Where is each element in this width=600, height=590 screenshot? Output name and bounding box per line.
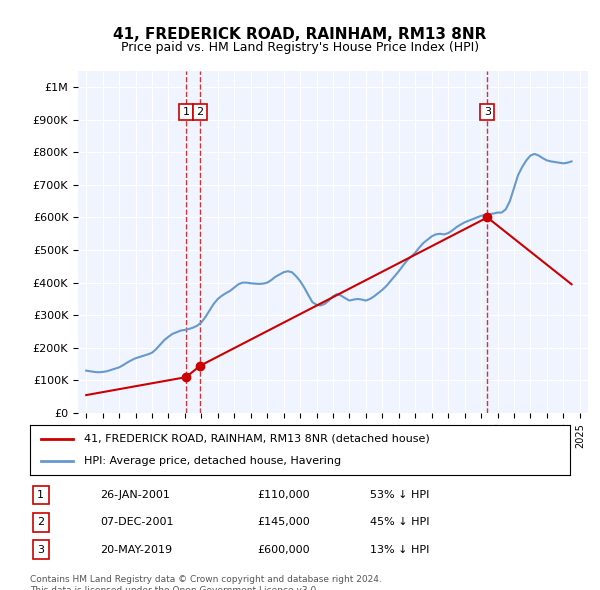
Text: 2: 2: [37, 517, 44, 527]
Text: £110,000: £110,000: [257, 490, 310, 500]
Text: 2: 2: [197, 107, 203, 117]
Text: 45% ↓ HPI: 45% ↓ HPI: [370, 517, 430, 527]
Text: £600,000: £600,000: [257, 545, 310, 555]
Text: 1: 1: [37, 490, 44, 500]
Text: 41, FREDERICK ROAD, RAINHAM, RM13 8NR: 41, FREDERICK ROAD, RAINHAM, RM13 8NR: [113, 27, 487, 41]
Text: 53% ↓ HPI: 53% ↓ HPI: [370, 490, 430, 500]
Text: 07-DEC-2001: 07-DEC-2001: [100, 517, 174, 527]
Text: 20-MAY-2019: 20-MAY-2019: [100, 545, 172, 555]
Text: 26-JAN-2001: 26-JAN-2001: [100, 490, 170, 500]
Text: 41, FREDERICK ROAD, RAINHAM, RM13 8NR (detached house): 41, FREDERICK ROAD, RAINHAM, RM13 8NR (d…: [84, 434, 430, 444]
Text: HPI: Average price, detached house, Havering: HPI: Average price, detached house, Have…: [84, 456, 341, 466]
Text: 3: 3: [37, 545, 44, 555]
Text: 1: 1: [182, 107, 190, 117]
Text: 3: 3: [484, 107, 491, 117]
Text: £145,000: £145,000: [257, 517, 310, 527]
Text: 13% ↓ HPI: 13% ↓ HPI: [370, 545, 430, 555]
Text: Price paid vs. HM Land Registry's House Price Index (HPI): Price paid vs. HM Land Registry's House …: [121, 41, 479, 54]
Text: Contains HM Land Registry data © Crown copyright and database right 2024.
This d: Contains HM Land Registry data © Crown c…: [30, 575, 382, 590]
